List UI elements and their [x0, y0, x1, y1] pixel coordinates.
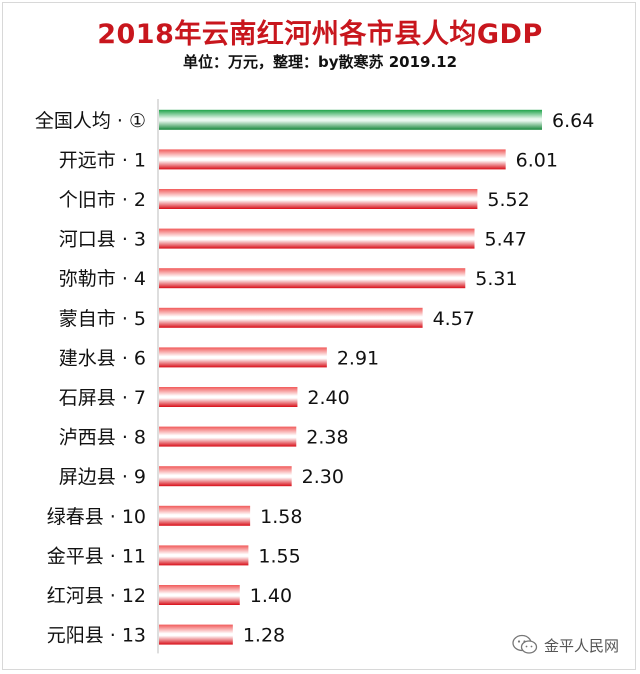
- category-label: 石屏县 · 7: [59, 387, 146, 409]
- category-label: 全国人均 · ①: [35, 110, 146, 132]
- watermark: 金平人民网: [512, 634, 619, 656]
- value-label: 6.01: [516, 149, 558, 171]
- value-label: 2.91: [337, 347, 379, 369]
- bar: [159, 347, 327, 368]
- bar-national-average: [159, 109, 542, 130]
- bar: [159, 585, 240, 605]
- bar: [159, 624, 233, 645]
- bar: [159, 505, 251, 526]
- value-label: 5.52: [487, 189, 529, 211]
- bar: [159, 268, 466, 289]
- category-label: 元阳县 · 13: [47, 625, 146, 647]
- value-label: 6.64: [552, 110, 594, 132]
- bars: 全国人均 · ① 6.64 开远市 · 1 6.01 个旧市 · 2 5.52 河口县 · …: [35, 109, 594, 647]
- bar: [159, 307, 423, 328]
- bar: [159, 387, 298, 407]
- category-label: 红河县 · 12: [47, 585, 146, 607]
- bar: [159, 228, 475, 249]
- value-label: 1.28: [243, 625, 285, 647]
- category-label: 建水县 · 6: [59, 347, 146, 369]
- bar: [159, 426, 297, 447]
- value-label: 2.30: [302, 466, 344, 488]
- category-label: 个旧市 · 2: [59, 189, 146, 211]
- category-label: 弥勒市 · 4: [59, 268, 146, 290]
- value-label: 1.58: [260, 506, 302, 528]
- value-label: 2.38: [306, 427, 348, 449]
- category-label: 开远市 · 1: [59, 149, 146, 171]
- bar: [159, 149, 506, 170]
- bar: [159, 189, 478, 209]
- bar: [159, 545, 249, 566]
- watermark-text: 金平人民网: [544, 636, 620, 655]
- value-label: 1.40: [250, 585, 292, 607]
- bar: [159, 466, 292, 487]
- category-label: 屏边县 · 9: [59, 466, 146, 488]
- wechat-icon: [512, 634, 538, 654]
- value-label: 2.40: [307, 387, 349, 409]
- value-label: 4.57: [433, 308, 475, 330]
- chart-title: 2018年云南红河州各市县人均GDP: [97, 19, 543, 50]
- category-label: 绿春县 · 10: [47, 506, 146, 528]
- value-label: 1.55: [258, 545, 300, 567]
- chart-subtitle: 单位：万元，整理：by散寒苏 2019.12: [182, 53, 458, 71]
- value-label: 5.47: [485, 229, 527, 251]
- value-label: 5.31: [475, 268, 517, 290]
- category-label: 蒙自市 · 5: [59, 308, 146, 330]
- category-label: 金平县 · 11: [47, 545, 146, 567]
- category-label: 河口县 · 3: [59, 229, 146, 251]
- category-label: 泸西县 · 8: [59, 427, 146, 449]
